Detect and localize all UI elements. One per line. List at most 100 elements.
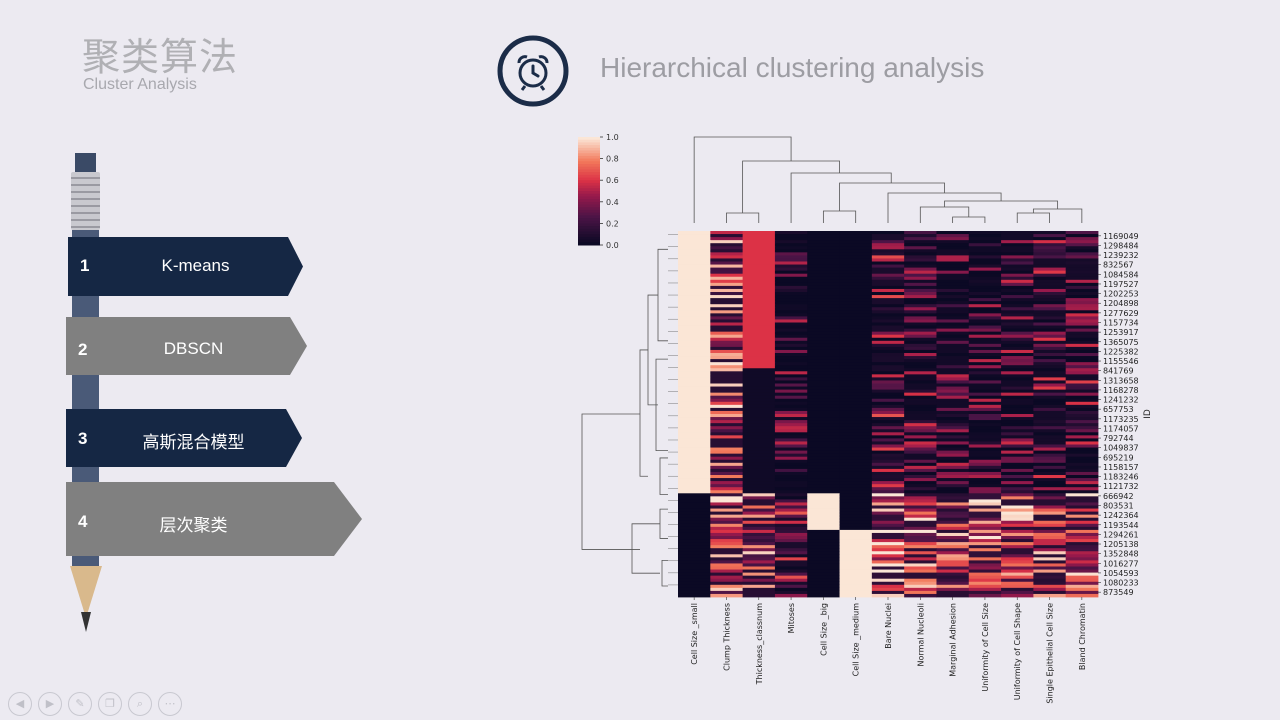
heatmap-cell xyxy=(1033,581,1067,586)
heatmap-cell xyxy=(1001,499,1034,503)
heatmap-cell xyxy=(839,465,873,470)
heatmap-cell xyxy=(742,264,776,268)
heatmap-cell xyxy=(839,307,873,311)
heatmap-cell xyxy=(678,572,711,577)
heatmap-cell xyxy=(1001,234,1034,238)
heatmap-cell xyxy=(936,258,970,262)
heatmap-cell xyxy=(1001,276,1034,281)
colorbar-tick-label: 0.6 xyxy=(606,176,619,185)
heatmap-cell xyxy=(710,475,744,479)
heatmap-cell xyxy=(871,310,905,314)
heatmap-cell xyxy=(678,441,711,445)
heatmap-cell xyxy=(807,417,840,421)
heatmap-cell xyxy=(936,362,970,366)
heatmap-cell xyxy=(678,249,711,253)
heatmap-cell xyxy=(678,325,711,329)
heatmap-cell xyxy=(1065,337,1099,342)
heatmap-cell xyxy=(774,334,808,339)
colorbar-segment xyxy=(578,228,600,232)
heatmap-cell xyxy=(710,325,744,329)
heatmap-cell xyxy=(1033,255,1067,259)
heatmap-cell xyxy=(710,368,744,372)
row-label: 695219 xyxy=(1103,453,1134,462)
heatmap-cell xyxy=(1065,249,1099,253)
heatmap-cell xyxy=(1065,420,1099,424)
heatmap-cell xyxy=(1033,337,1067,342)
heatmap-cell xyxy=(774,264,808,268)
row-label: 1049837 xyxy=(1103,444,1139,453)
heatmap-cell xyxy=(1033,563,1067,567)
heatmap-cell xyxy=(774,301,808,305)
heatmap-cell xyxy=(839,407,873,412)
heatmap-cell xyxy=(936,563,970,567)
heatmap-cell xyxy=(807,532,840,537)
heatmap-cell xyxy=(710,386,744,390)
heatmap-cell xyxy=(871,529,905,534)
heatmap-cell xyxy=(678,231,711,235)
heatmap-cell xyxy=(807,487,840,491)
heatmap-cell xyxy=(678,252,711,256)
heatmap-cell xyxy=(936,569,970,573)
menu-item-kmeans[interactable]: 1 K-means xyxy=(68,237,303,296)
heatmap-cell xyxy=(1033,292,1067,296)
heatmap-cell xyxy=(839,243,873,247)
heatmap-cell xyxy=(678,365,711,369)
heatmap-cell xyxy=(710,295,744,299)
heatmap-cell xyxy=(1001,593,1034,598)
heatmap-cell xyxy=(710,392,744,397)
prev-icon[interactable]: ◀ xyxy=(8,692,32,716)
heatmap-cell xyxy=(1033,325,1067,329)
heatmap-cell xyxy=(1033,380,1067,384)
next-icon[interactable]: ▶ xyxy=(38,692,62,716)
heatmap-cell xyxy=(1001,298,1034,302)
heatmap-cell xyxy=(742,237,776,241)
heatmap-cell xyxy=(904,365,937,369)
heatmap-cell xyxy=(1001,484,1034,488)
heatmap-cell xyxy=(774,380,808,384)
heatmap-cell xyxy=(678,322,711,326)
heatmap-cell xyxy=(678,447,711,451)
heatmap-cell xyxy=(871,371,905,375)
heatmap-cell xyxy=(678,456,711,461)
copy-icon[interactable]: ❐ xyxy=(98,692,122,716)
heatmap-cell xyxy=(871,301,905,305)
menu-item-number: 3 xyxy=(78,429,88,448)
heatmap-cell xyxy=(807,365,840,369)
heatmap-cell xyxy=(1033,462,1067,467)
heatmap-cell xyxy=(710,587,744,592)
heatmap-cell xyxy=(936,246,970,250)
heatmap-cell xyxy=(968,478,1002,482)
heatmap-cell xyxy=(774,258,808,262)
row-label: 1277629 xyxy=(1103,309,1139,318)
heatmap-cell xyxy=(1065,478,1099,482)
menu-item-gmm[interactable]: 3 高斯混合模型 xyxy=(66,409,302,467)
heatmap-cell xyxy=(742,426,776,430)
heatmap-cell xyxy=(1001,441,1034,445)
heatmap-cell xyxy=(742,395,776,400)
menu-item-hierarchical[interactable]: 4 层次聚类 xyxy=(66,482,362,556)
heatmap-cell xyxy=(678,359,711,363)
column-label: Cell Size _small xyxy=(690,603,699,665)
more-icon[interactable]: ⋯ xyxy=(158,692,182,716)
heatmap-cell xyxy=(871,545,905,549)
heatmap-cell xyxy=(936,243,970,247)
pen-icon[interactable]: ✎ xyxy=(68,692,92,716)
heatmap-cell xyxy=(936,249,970,253)
heatmap-cell xyxy=(871,395,905,400)
heatmap-cell xyxy=(1001,526,1034,531)
heatmap-cell xyxy=(871,450,905,455)
heatmap-cell xyxy=(871,532,905,537)
menu-item-dbscn[interactable]: 2 DBSCN xyxy=(66,317,307,375)
heatmap-cell xyxy=(936,386,970,390)
heatmap-cell xyxy=(1001,252,1034,256)
zoom-icon[interactable]: ⌕ xyxy=(128,692,152,716)
heatmap-cell xyxy=(710,581,744,586)
heatmap-cell xyxy=(1001,517,1034,522)
heatmap-cell xyxy=(1033,542,1067,546)
heatmap-cell xyxy=(678,581,711,586)
heatmap-cell xyxy=(678,407,711,412)
row-label: 803531 xyxy=(1103,502,1134,511)
heatmap-cell xyxy=(936,471,970,476)
heatmap-cell xyxy=(678,243,711,247)
heatmap-cell xyxy=(936,267,970,272)
